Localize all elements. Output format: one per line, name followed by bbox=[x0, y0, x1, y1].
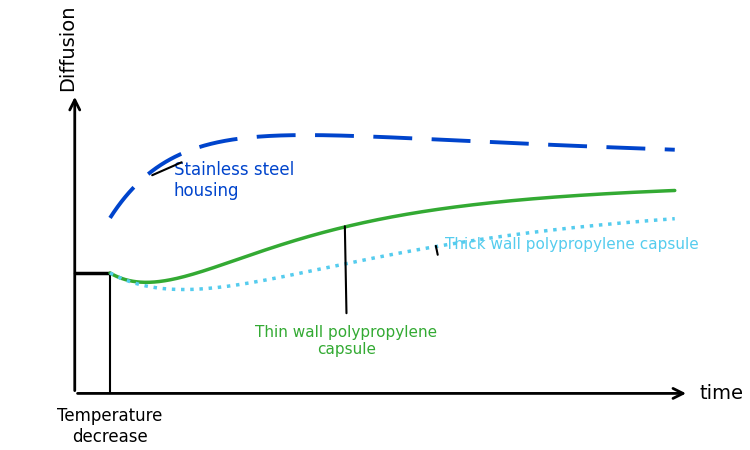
Text: Thin wall polypropylene
capsule: Thin wall polypropylene capsule bbox=[256, 324, 437, 357]
Text: Thick wall polypropylene capsule: Thick wall polypropylene capsule bbox=[446, 237, 699, 252]
Text: Stainless steel
housing: Stainless steel housing bbox=[173, 161, 294, 200]
Text: time: time bbox=[700, 384, 743, 403]
Text: Temperature
decrease: Temperature decrease bbox=[57, 407, 163, 446]
Text: Diffusion: Diffusion bbox=[58, 4, 77, 90]
